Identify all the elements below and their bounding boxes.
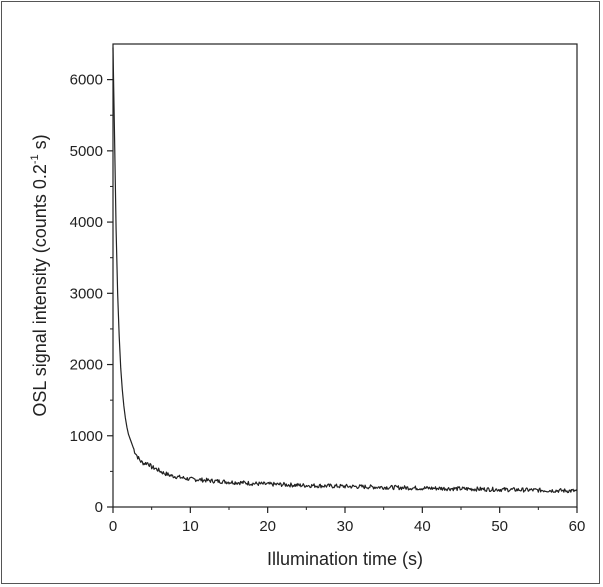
x-axis-ticks: 0 10 20 30 40 50 60 xyxy=(109,507,586,535)
y-axis-title: OSL signal intensity (counts 0.2-1 s) xyxy=(29,134,50,416)
y-tick-label: 2000 xyxy=(70,357,103,374)
x-tick-label: 0 xyxy=(109,518,117,535)
y-axis-title-superscript: -1 xyxy=(29,154,41,164)
plot-area-frame xyxy=(112,43,578,508)
x-tick-label: 20 xyxy=(259,518,276,535)
x-tick-label: 60 xyxy=(569,518,586,535)
y-tick-label: 5000 xyxy=(70,143,103,160)
y-tick-label: 4000 xyxy=(70,214,103,231)
x-tick-label: 10 xyxy=(182,518,199,535)
series-line-osl-signal xyxy=(112,47,578,494)
x-tick-label: 50 xyxy=(491,518,508,535)
x-tick-label: 40 xyxy=(414,518,431,535)
y-tick-label: 0 xyxy=(95,499,103,516)
y-axis-ticks: 0 1000 2000 3000 4000 5000 6000 xyxy=(70,72,113,516)
y-tick-label: 1000 xyxy=(70,428,103,445)
y-tick-label: 3000 xyxy=(70,285,103,302)
y-axis-title-suffix: s) xyxy=(30,134,50,154)
x-tick-label: 30 xyxy=(337,518,354,535)
y-axis-title-main: OSL signal intensity (counts 0.2 xyxy=(30,164,50,416)
y-tick-label: 6000 xyxy=(70,72,103,89)
x-axis-title: Illumination time (s) xyxy=(267,549,423,569)
